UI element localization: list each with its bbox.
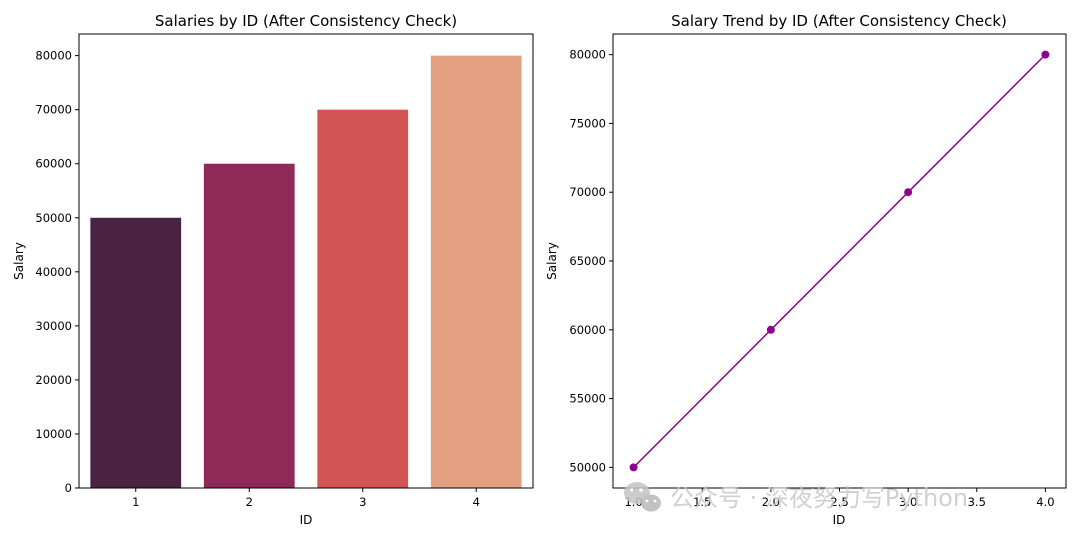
bar-4 [430,55,522,488]
watermark: 公众号 · 深夜努力写Python [624,482,968,512]
y-tick-label: 30000 [35,319,72,333]
x-tick-label: 1 [132,495,139,509]
bar-chart: Salaries by ID (After Consistency Check)… [12,12,534,527]
bar-chart-title: Salaries by ID (After Consistency Check) [155,12,457,30]
y-tick-label: 75000 [569,116,606,130]
x-tick-label: 2.0 [762,495,780,509]
x-tick-label: 4.0 [1036,495,1054,509]
wechat-icon [624,482,661,512]
line-chart-frame [612,33,1067,489]
y-tick-label: 55000 [569,392,606,406]
bar-3 [317,109,409,489]
line-chart-y-ticks: 50000 55000 60000 65000 70000 75000 80000 [569,48,613,474]
bar-chart-y-label: Salary [12,242,26,280]
bar-chart-y-ticks: 0 10000 20000 30000 40000 50000 60000 70000 8000… [35,49,79,495]
data-point [1041,50,1050,59]
line-chart-y-label: Salary [545,242,559,280]
x-tick-label: 3.0 [899,495,917,509]
bar-chart-x-label: ID [300,513,313,527]
data-point [766,325,775,334]
y-tick-label: 60000 [569,323,606,337]
watermark-text: 公众号 · 深夜努力写Python [670,484,968,512]
x-tick-label: 3.5 [968,495,986,509]
line-chart: Salary Trend by ID (After Consistency Ch… [545,12,1067,527]
y-tick-label: 0 [65,481,72,495]
data-point [904,188,913,197]
x-tick-label: 4 [473,495,480,509]
bar-chart-frame [78,33,534,489]
y-tick-label: 80000 [569,48,606,62]
salary-line [633,54,1046,468]
data-point [629,463,638,472]
y-tick-label: 70000 [35,103,72,117]
y-tick-label: 80000 [35,49,72,63]
bar-1 [90,217,182,488]
line-chart-x-label: ID [833,513,846,527]
y-tick-label: 60000 [35,157,72,171]
x-tick-label: 2 [246,495,253,509]
x-tick-label: 1.5 [693,495,711,509]
x-tick-label: 3 [359,495,366,509]
bar-chart-bars [90,55,522,489]
y-tick-label: 10000 [35,427,72,441]
bar-chart-x-ticks: 1 2 3 4 [132,488,480,509]
line-chart-series [629,50,1050,472]
y-tick-label: 20000 [35,373,72,387]
y-tick-label: 70000 [569,185,606,199]
y-tick-label: 40000 [35,265,72,279]
x-tick-label: 2.5 [830,495,848,509]
line-chart-title: Salary Trend by ID (After Consistency Ch… [671,12,1007,30]
y-tick-label: 50000 [569,460,606,474]
y-tick-label: 50000 [35,211,72,225]
y-tick-label: 65000 [569,254,606,268]
bar-2 [203,163,295,488]
